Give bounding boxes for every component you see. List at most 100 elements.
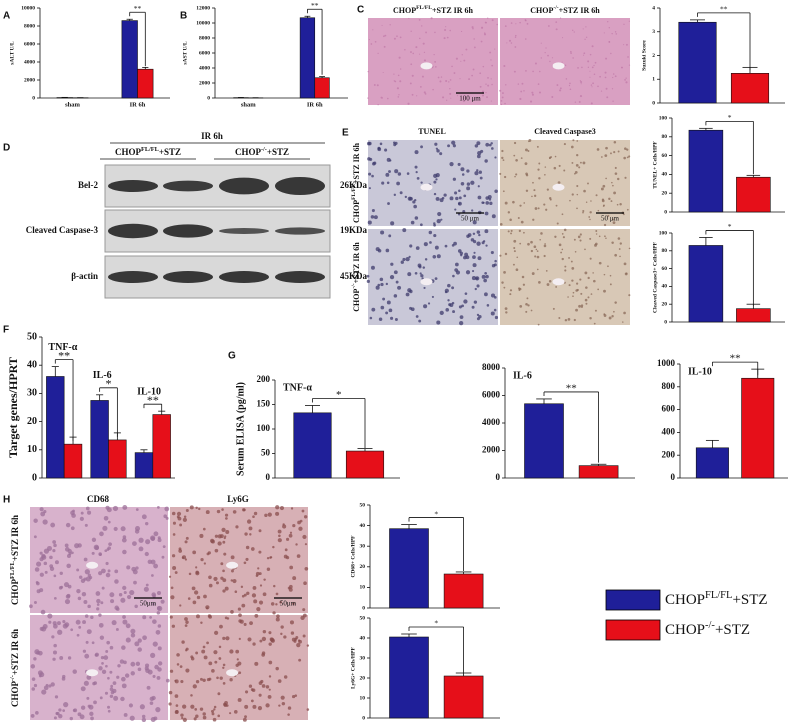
y-tick-label: 20: [662, 301, 668, 307]
cell-nucleus: [570, 50, 572, 53]
cell-nucleus: [393, 294, 398, 298]
cell-nucleus: [455, 57, 458, 60]
cell-nucleus: [270, 602, 275, 606]
cell-nucleus: [408, 255, 411, 258]
cell-nucleus: [137, 638, 142, 643]
cell-nucleus: [535, 248, 538, 251]
y-tick-label: 40: [662, 172, 668, 178]
cell-nucleus: [433, 192, 437, 196]
cell-nucleus: [490, 293, 496, 298]
cell-nucleus: [555, 286, 558, 288]
cell-nucleus: [593, 322, 596, 325]
cell-nucleus: [548, 197, 552, 200]
cell-nucleus: [561, 37, 564, 39]
cell-nucleus: [179, 604, 182, 607]
cell-nucleus: [53, 574, 57, 578]
cell-nucleus: [258, 572, 262, 576]
significance-label: **: [134, 4, 142, 13]
cell-nucleus: [458, 196, 462, 200]
panel-letter: E: [342, 128, 349, 139]
cell-nucleus: [476, 141, 481, 146]
cell-nucleus: [557, 181, 561, 185]
cell-nucleus: [489, 51, 492, 54]
cell-nucleus: [42, 623, 48, 629]
blot-group: CHOPFL/FL+STZ: [115, 146, 181, 157]
cell-nucleus: [414, 216, 419, 220]
cell-nucleus: [589, 70, 591, 72]
cell-nucleus: [261, 651, 266, 655]
bar: [63, 443, 83, 479]
y-tick-label: 0: [362, 715, 365, 721]
cell-nucleus: [122, 585, 127, 591]
y-tick-label: 30: [360, 543, 366, 549]
cell-nucleus: [101, 669, 107, 675]
cell-nucleus: [569, 82, 571, 85]
cell-nucleus: [617, 237, 621, 240]
cell-nucleus: [439, 80, 442, 83]
cell-nucleus: [538, 281, 541, 284]
cell-nucleus: [546, 188, 549, 191]
cell-nucleus: [513, 141, 517, 145]
cell-nucleus: [504, 252, 508, 256]
y-tick-label: 20: [662, 190, 668, 196]
cell-nucleus: [77, 596, 82, 601]
y-tick-label: 10000: [21, 5, 35, 11]
cell-nucleus: [168, 575, 172, 578]
y-tick-label: 600: [662, 404, 676, 414]
cell-nucleus: [55, 711, 59, 715]
cell-nucleus: [519, 21, 521, 24]
cell-nucleus: [376, 84, 379, 87]
y-tick-label: 2: [652, 53, 655, 59]
cell-nucleus: [105, 664, 108, 668]
cell-nucleus: [431, 295, 435, 299]
cell-nucleus: [385, 172, 390, 177]
panel-letter: B: [180, 11, 187, 22]
cell-nucleus: [548, 279, 552, 283]
cell-nucleus: [489, 201, 493, 206]
cell-nucleus: [138, 537, 144, 543]
cell-nucleus: [596, 148, 600, 151]
cell-nucleus: [62, 709, 66, 712]
legend-label-sup: -/-: [705, 620, 715, 631]
significance-label: **: [58, 348, 70, 362]
cell-nucleus: [52, 540, 57, 544]
cell-nucleus: [202, 645, 206, 649]
cell-nucleus: [555, 204, 558, 207]
cell-nucleus: [80, 705, 86, 710]
cell-nucleus: [53, 643, 57, 648]
cell-nucleus: [199, 707, 204, 711]
cell-nucleus: [484, 32, 486, 34]
cell-nucleus: [477, 195, 482, 200]
cell-nucleus: [233, 710, 238, 714]
cell-nucleus: [579, 80, 582, 82]
cell-nucleus: [43, 561, 48, 566]
cell-nucleus: [509, 293, 512, 296]
cell-nucleus: [39, 551, 43, 555]
cell-nucleus: [81, 591, 87, 597]
cell-nucleus: [89, 711, 94, 716]
cell-nucleus: [157, 506, 160, 509]
cell-nucleus: [525, 189, 529, 193]
cell-nucleus: [294, 637, 298, 641]
cell-nucleus: [193, 717, 197, 721]
scale-label: 100 μm: [459, 95, 481, 103]
cell-nucleus: [180, 713, 184, 717]
panel-letter: A: [3, 11, 10, 22]
cell-nucleus: [491, 214, 496, 219]
cell-nucleus: [231, 569, 234, 573]
cell-nucleus: [544, 243, 546, 245]
cell-nucleus: [107, 676, 110, 680]
cell-nucleus: [551, 96, 554, 98]
y-tick-label: 100: [659, 230, 668, 236]
y-tick-label: 12000: [196, 5, 210, 11]
cell-nucleus: [256, 607, 261, 612]
cell-nucleus: [393, 80, 396, 82]
cell-nucleus: [224, 513, 229, 517]
blot-row-label: β-actin: [71, 271, 98, 281]
cell-nucleus: [592, 82, 594, 85]
cell-nucleus: [161, 555, 165, 559]
cell-nucleus: [298, 526, 303, 531]
cell-nucleus: [575, 289, 578, 292]
cell-nucleus: [571, 267, 575, 270]
cell-nucleus: [571, 279, 574, 282]
